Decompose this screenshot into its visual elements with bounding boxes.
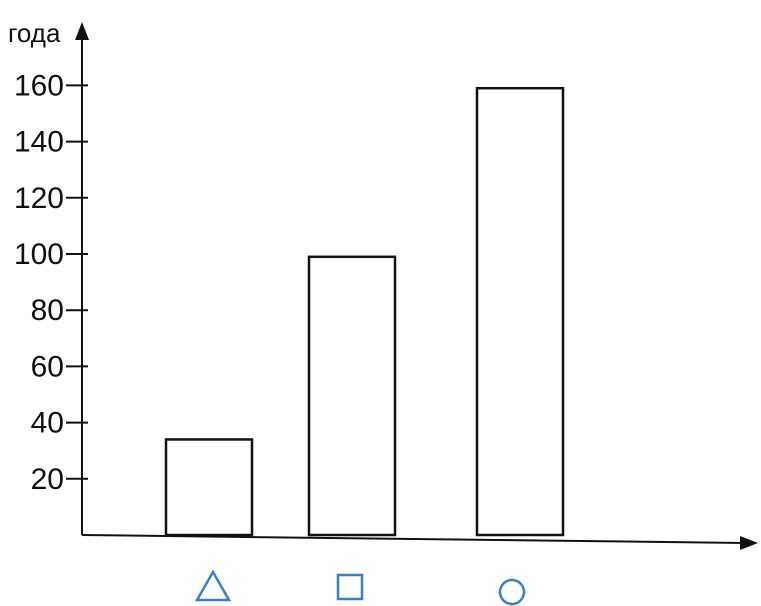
x-axis-line	[81, 534, 746, 544]
bar-square	[307, 255, 397, 537]
y-tick-label-80: 80	[31, 294, 64, 327]
bars	[164, 86, 565, 537]
y-tick-label-100: 100	[14, 238, 64, 271]
y-tick-label-60: 60	[31, 350, 64, 383]
category-icons	[194, 569, 526, 606]
y-tick-label-120: 120	[14, 182, 64, 215]
y-tick-label-160: 160	[14, 69, 64, 102]
bar-triangle	[164, 438, 254, 537]
x-axis-arrow	[740, 536, 758, 550]
y-axis-ticks: 20 40 60 80 100 120 140 160	[14, 69, 88, 496]
circle-icon	[498, 578, 526, 606]
y-axis-arrow	[75, 22, 89, 40]
y-tick-label-140: 140	[14, 126, 64, 159]
y-axis-label: года	[8, 18, 61, 48]
axes	[75, 22, 758, 550]
bar-circle	[475, 86, 565, 537]
triangle-icon	[194, 569, 232, 602]
y-tick-label-20: 20	[31, 463, 64, 496]
square-icon	[336, 573, 364, 601]
y-tick-label-40: 40	[31, 407, 64, 440]
